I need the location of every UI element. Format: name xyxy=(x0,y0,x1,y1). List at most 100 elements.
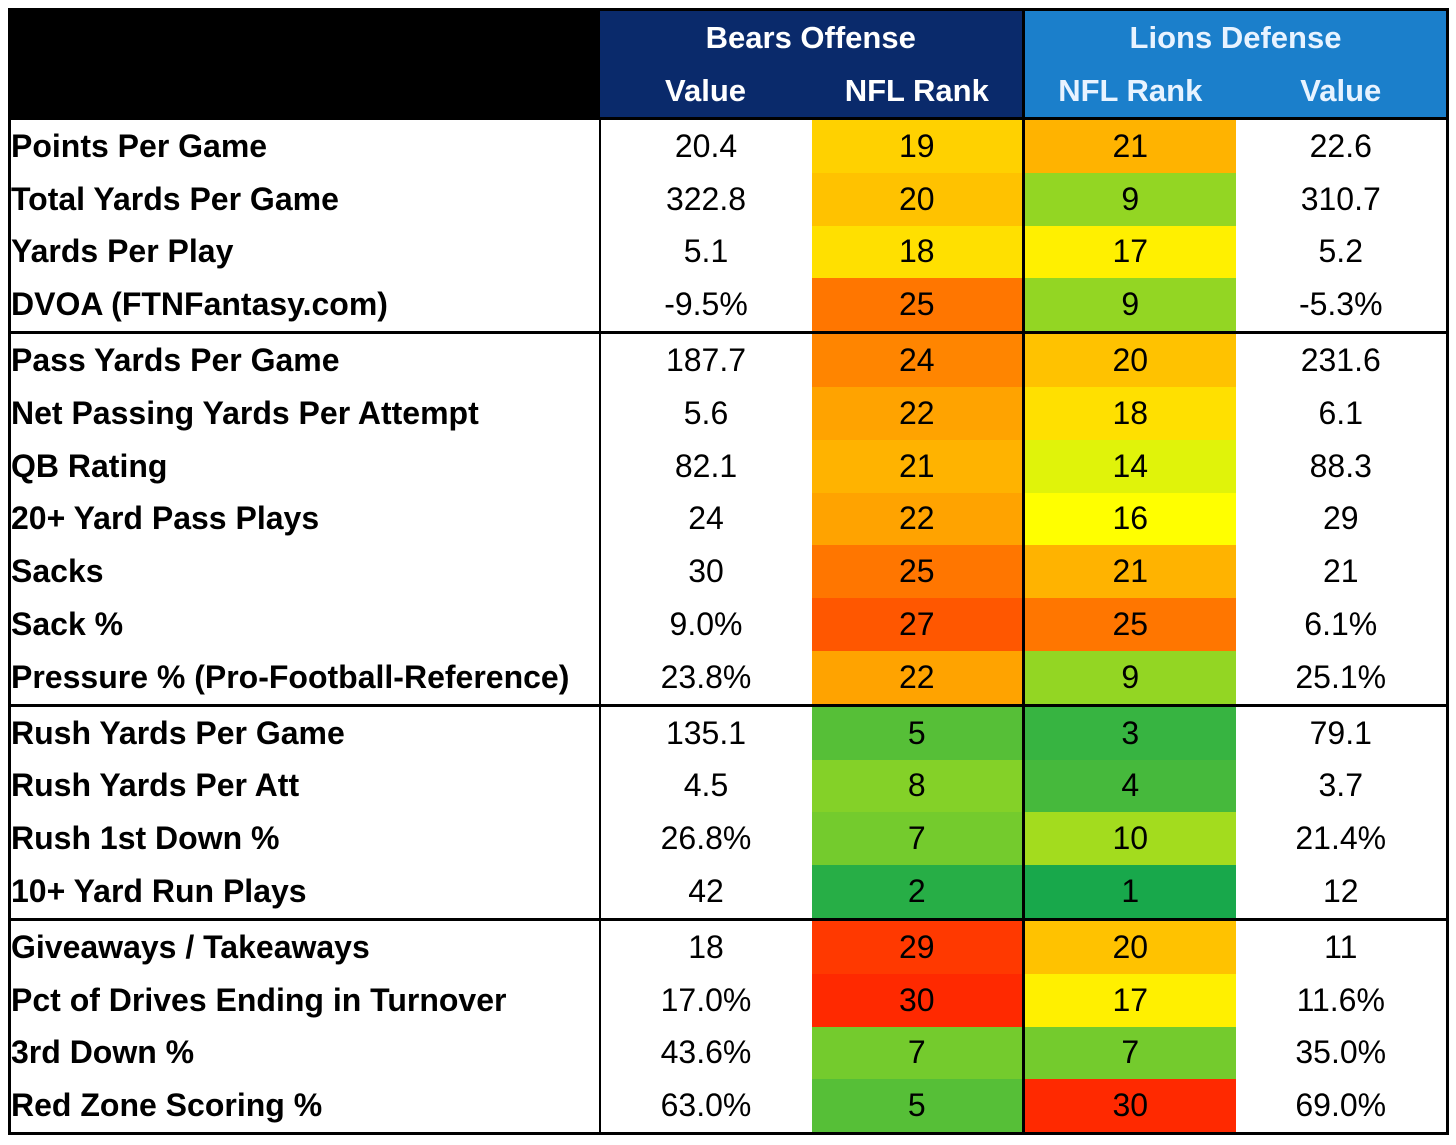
header-row-titles: Bears Offense Lions Defense xyxy=(9,9,1448,119)
stat-label: Pass Yards Per Game xyxy=(9,331,601,387)
bears-rank-cell: 7 xyxy=(811,812,1024,866)
lions-defense-title: Lions Defense xyxy=(1022,9,1448,64)
lions-value-cell: 11 xyxy=(1235,917,1448,974)
bears-value-cell: 9.0% xyxy=(669,606,743,643)
bears-value-cell: 26.8% xyxy=(660,820,752,857)
lions-value-header: Value xyxy=(1235,64,1448,120)
bears-rank-cell: 8 xyxy=(811,759,1024,813)
table-row: DVOA (FTNFantasy.com) -9.5% 25 9 -5.3% xyxy=(9,278,1448,333)
bears-value-cell: 82.1 xyxy=(674,447,738,484)
bears-value-cell: 5.6 xyxy=(683,394,729,431)
lions-rank-cell: 3 xyxy=(1022,703,1236,760)
stat-label: Yards Per Play xyxy=(9,225,601,279)
bears-rank-cell: 22 xyxy=(811,386,1024,440)
lions-rank-cell: 20 xyxy=(1022,917,1236,974)
lions-rank-cell: 16 xyxy=(1022,492,1236,546)
lions-value-cell: 35.0% xyxy=(1295,1034,1387,1071)
lions-rank-cell: 9 xyxy=(1022,650,1236,706)
lions-value-cell: 21 xyxy=(1322,553,1359,590)
stat-label: Rush 1st Down % xyxy=(9,812,601,866)
bears-rank-cell: 18 xyxy=(811,225,1024,279)
stat-label: Red Zone Scoring % xyxy=(9,1079,601,1134)
bears-value-header: Value xyxy=(599,64,812,120)
stat-label: Net Passing Yards Per Attempt xyxy=(9,386,601,440)
lions-value-cell: 12 xyxy=(1322,873,1359,910)
lions-rank-cell: 7 xyxy=(1022,1026,1236,1080)
table-row: Pass Yards Per Game 187.7 24 20 231.6 xyxy=(9,331,1448,387)
stat-label: 3rd Down % xyxy=(9,1026,601,1080)
lions-rank-cell: 17 xyxy=(1022,973,1236,1027)
lions-rank-cell: 30 xyxy=(1022,1079,1236,1134)
lions-rank-cell: 20 xyxy=(1022,331,1236,387)
lions-value-cell: 21.4% xyxy=(1295,820,1387,857)
lions-value-cell: 6.1% xyxy=(1304,606,1378,643)
stat-label: Rush Yards Per Att xyxy=(9,759,601,813)
lions-rank-cell: 10 xyxy=(1022,812,1236,866)
stat-label: QB Rating xyxy=(9,439,601,493)
table-body: Points Per Game 20.4 19 21 22.6 Total Yards P… xyxy=(9,116,1448,1134)
stat-label: Pct of Drives Ending in Turnover xyxy=(9,973,601,1027)
lions-value-cell: 3.7 xyxy=(1318,767,1363,804)
bears-rank-cell: 5 xyxy=(811,1079,1024,1134)
bears-rank-cell: 24 xyxy=(811,331,1024,387)
stat-label: 20+ Yard Pass Plays xyxy=(9,492,601,546)
lions-rank-header: NFL Rank xyxy=(1022,64,1236,120)
lions-value-cell: 11.6% xyxy=(1296,981,1385,1018)
table-row: Points Per Game 20.4 19 21 22.6 xyxy=(9,116,1448,173)
bears-value-cell: 30 xyxy=(688,553,724,590)
stat-label: DVOA (FTNFantasy.com) xyxy=(9,278,601,333)
lions-value-cell: -5.3% xyxy=(1298,286,1383,323)
lions-value-cell: 69.0% xyxy=(1295,1087,1387,1124)
bears-value-cell: 20.4 xyxy=(599,116,812,173)
table-row: Sacks 30 25 21 21 xyxy=(9,545,1448,599)
bears-rank-cell: 2 xyxy=(811,865,1024,920)
lions-rank-cell: 18 xyxy=(1022,386,1236,440)
bears-value-cell: 63.0% xyxy=(660,1087,752,1124)
bears-value-cell: 23.8% xyxy=(660,658,752,695)
table-row: Giveaways / Takeaways 18 29 20 11 xyxy=(9,917,1448,974)
bears-offense-title: Bears Offense xyxy=(599,9,1024,64)
lions-rank-cell: 17 xyxy=(1022,225,1236,279)
bears-rank-cell: 7 xyxy=(811,1026,1024,1080)
bears-value-cell: 135.1 xyxy=(599,703,812,760)
stat-label: Rush Yards Per Game xyxy=(9,703,601,760)
header-corner xyxy=(9,9,600,119)
lions-value-cell: 29 xyxy=(1322,500,1359,537)
lions-value-cell: 25.1% xyxy=(1295,658,1387,695)
lions-value-cell: 5.2 xyxy=(1318,233,1363,270)
table-row: Total Yards Per Game 322.8 20 9 310.7 xyxy=(9,172,1448,226)
bears-rank-cell: 29 xyxy=(811,917,1024,974)
bears-rank-cell: 25 xyxy=(811,545,1024,599)
stat-label: Sacks xyxy=(9,545,601,599)
lions-rank-cell: 21 xyxy=(1022,116,1236,173)
stat-label: 10+ Yard Run Plays xyxy=(9,865,601,920)
table-row: Net Passing Yards Per Attempt 5.6 22 18 6.1 xyxy=(9,386,1448,440)
bears-rank-cell: 21 xyxy=(811,439,1024,493)
bears-rank-cell: 25 xyxy=(811,278,1024,333)
bears-value-cell: 5.1 xyxy=(683,233,729,270)
table-row: 20+ Yard Pass Plays 24 22 16 29 xyxy=(9,492,1448,546)
table-row: QB Rating 82.1 21 14 88.3 xyxy=(9,439,1448,493)
table-row: Rush Yards Per Game 135.1 5 3 79.1 xyxy=(9,703,1448,760)
stat-label: Total Yards Per Game xyxy=(9,172,601,226)
table-row: Rush 1st Down % 26.8% 7 10 21.4% xyxy=(9,812,1448,866)
bears-value-cell: 4.5 xyxy=(683,767,729,804)
bears-rank-header: NFL Rank xyxy=(811,64,1024,120)
bears-value-cell: 18 xyxy=(599,917,812,974)
bears-value-cell: 43.6% xyxy=(660,1034,752,1071)
lions-rank-cell: 9 xyxy=(1022,172,1236,226)
bears-value-cell: 322.8 xyxy=(665,180,747,217)
bears-value-cell: 187.7 xyxy=(599,331,812,387)
bears-value-cell: 17.0% xyxy=(660,981,752,1018)
table-row: 10+ Yard Run Plays 42 2 1 12 xyxy=(9,865,1448,920)
lions-value-cell: 231.6 xyxy=(1235,331,1448,387)
bears-rank-cell: 22 xyxy=(811,650,1024,706)
table-row: Sack % 9.0% 27 25 6.1% xyxy=(9,598,1448,651)
lions-rank-cell: 4 xyxy=(1022,759,1236,813)
header-row-columns: Value NFL Rank NFL Rank Value xyxy=(10,64,1448,120)
bears-value-cell: 42 xyxy=(688,873,724,910)
bears-rank-cell: 20 xyxy=(811,172,1024,226)
bears-value-cell: 24 xyxy=(688,500,724,537)
lions-rank-cell: 9 xyxy=(1022,278,1236,333)
bears-rank-cell: 5 xyxy=(811,703,1024,760)
